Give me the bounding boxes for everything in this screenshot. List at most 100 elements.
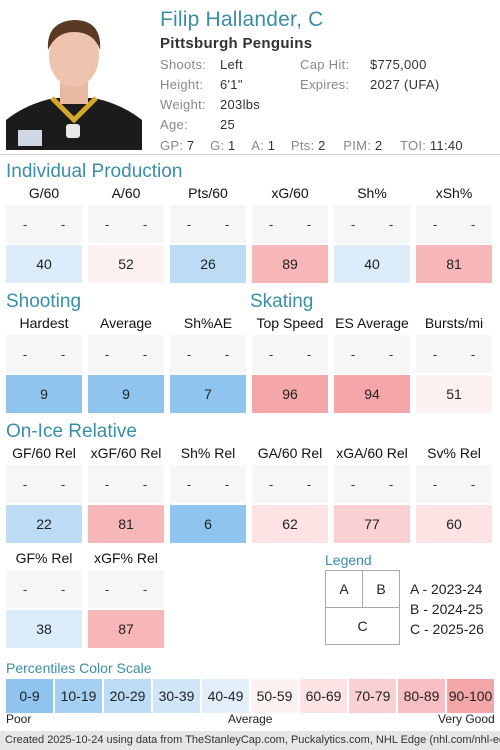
metric-production-1: A/60- -52	[88, 185, 164, 283]
prior-season-b-value: -	[224, 216, 230, 232]
current-season-value: 51	[416, 375, 492, 413]
metric-header: GA/60 Rel	[257, 445, 323, 461]
current-season-value: 26	[170, 245, 246, 283]
prior-seasons-row: --	[252, 465, 328, 503]
prior-season-a-value: -	[104, 216, 110, 232]
legend-box-b: B	[362, 570, 400, 608]
height-value: 6'1"	[220, 77, 243, 92]
production-grid: G/60- -40 A/60- -52 Pts/60- -26 xG/60- -89 Sh% - -…	[6, 185, 492, 283]
metric-skating-0: Top Speed - -96	[252, 315, 328, 413]
section-title-shooting: Shooting	[6, 291, 82, 312]
prior-seasons-row: --	[252, 335, 328, 373]
current-season-value: 9	[88, 375, 164, 413]
pim-label: PIM:	[343, 138, 372, 153]
scale-cell: 40-49	[202, 679, 249, 713]
weight-value: 203lbs	[220, 97, 261, 112]
legend-box-a: A	[325, 570, 363, 608]
scale-cell: 20-29	[104, 679, 151, 713]
prior-season-a-value: -	[104, 346, 110, 362]
metric-onice-4: xGA/60 Rel - -77	[334, 445, 410, 543]
section-title-onice: On-Ice Relative	[6, 421, 137, 442]
current-season-value: 89	[252, 245, 328, 283]
current-season-value: 62	[252, 505, 328, 543]
prior-season-a-value: -	[350, 346, 356, 362]
shooting-grid: Hardest - -9 Average - -9 Sh%AE - -7	[6, 315, 246, 413]
shoots-label: Shoots:	[160, 57, 207, 72]
metric-header: G/60	[28, 185, 60, 201]
metric-header: Sh% Rel	[180, 445, 236, 461]
metric-onice-5: Sv% Rel - -60	[416, 445, 492, 543]
prior-season-a-value: -	[268, 346, 274, 362]
section-title-skating: Skating	[250, 291, 314, 312]
legend-text-a: A - 2023-24	[410, 581, 483, 597]
player-team: Pittsburgh Penguins	[160, 35, 313, 52]
prior-season-a-value: -	[350, 476, 356, 492]
prior-season-a-value: -	[186, 476, 192, 492]
prior-season-a-value: -	[432, 346, 438, 362]
prior-season-b-value: -	[60, 346, 66, 362]
prior-season-b-value: -	[306, 346, 312, 362]
current-season-value: 40	[334, 245, 410, 283]
current-season-value: 77	[334, 505, 410, 543]
metric-shooting-1: Average - -9	[88, 315, 164, 413]
metric-header: xGA/60 Rel	[336, 445, 408, 461]
footer-text: Created 2025-10-24 using data from TheSt…	[5, 734, 500, 746]
current-season-value: 87	[88, 610, 164, 648]
metric-production-4: Sh% - -40	[334, 185, 410, 283]
prior-seasons-row: --	[88, 570, 164, 608]
metric-production-0: G/60- -40	[6, 185, 82, 283]
header-divider	[0, 154, 500, 155]
metric-header: xGF% Rel	[94, 550, 158, 566]
prior-season-b-value: -	[60, 476, 66, 492]
prior-seasons-row: --	[416, 335, 492, 373]
prior-seasons-row: --	[170, 335, 246, 373]
metric-production-2: Pts/60- -26	[170, 185, 246, 283]
metric-header: ES Average	[335, 315, 409, 331]
color-scale: 0-9 10-19 20-29 30-39 40-49 50-59 60-69 70-79 80…	[6, 679, 494, 713]
legend-text-c: C - 2025-26	[410, 621, 484, 637]
scale-cell: 60-69	[300, 679, 347, 713]
metric-onice-2: Sh% Rel - -6	[170, 445, 246, 543]
metric-header: Bursts/mi	[424, 315, 484, 331]
scale-cell: 70-79	[349, 679, 396, 713]
prior-season-b-value: -	[224, 476, 230, 492]
current-season-value: 96	[252, 375, 328, 413]
current-season-value: 40	[6, 245, 82, 283]
g-value: 1	[228, 138, 236, 153]
scale-title: Percentiles Color Scale	[6, 660, 152, 676]
legend-title: Legend	[325, 552, 372, 568]
scale-cell: 50-59	[251, 679, 298, 713]
prior-seasons-row: --	[252, 205, 328, 243]
prior-seasons-row: --	[6, 465, 82, 503]
scale-cell: 0-9	[6, 679, 53, 713]
prior-season-a-value: -	[22, 581, 28, 597]
current-season-value: 60	[416, 505, 492, 543]
prior-seasons-row: --	[416, 205, 492, 243]
caphit-value: $775,000	[370, 57, 427, 72]
scale-cell: 80-89	[398, 679, 445, 713]
current-season-value: 81	[416, 245, 492, 283]
prior-season-b-value: -	[306, 476, 312, 492]
metric-header: Sv% Rel	[427, 445, 481, 461]
metric-header: xSh%	[435, 185, 473, 201]
legend-text-b: B - 2024-25	[410, 601, 484, 617]
prior-season-b-value: -	[470, 346, 476, 362]
scale-label-average: Average	[228, 712, 273, 726]
current-season-value: 94	[334, 375, 410, 413]
current-season-value: 9	[6, 375, 82, 413]
metric-header: Hardest	[19, 315, 69, 331]
metric-header: Average	[100, 315, 152, 331]
gp-value: 7	[186, 138, 195, 153]
prior-season-a-value: -	[186, 216, 192, 232]
prior-season-b-value: -	[306, 216, 312, 232]
prior-season-a-value: -	[186, 346, 192, 362]
metric-header: xG/60	[271, 185, 309, 201]
metric-header: A/60	[111, 185, 141, 201]
metric-header: GF% Rel	[15, 550, 73, 566]
prior-season-a-value: -	[104, 476, 110, 492]
metric-shooting-0: Hardest - -9	[6, 315, 82, 413]
pts-value: 2	[318, 138, 326, 153]
player-photo	[6, 8, 142, 150]
metric-header: xGF/60 Rel	[90, 445, 162, 461]
caphit-label: Cap Hit:	[300, 57, 350, 72]
